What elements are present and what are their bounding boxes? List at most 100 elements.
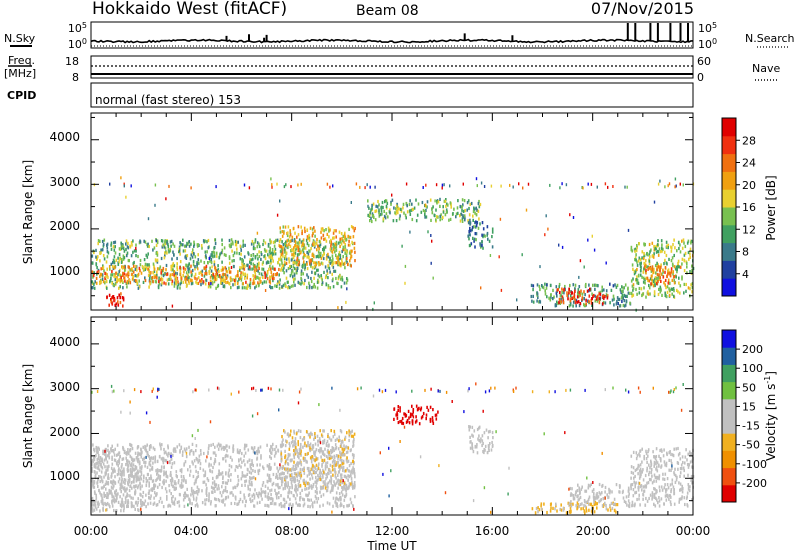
heatmap-cell [334,482,336,486]
heatmap-cell [304,458,306,462]
heatmap-cell [667,272,669,276]
heatmap-cell [250,499,252,504]
heatmap-cell [187,279,190,283]
heatmap-cell [425,215,428,219]
heatmap-cell [102,242,105,246]
heatmap-cell [254,256,257,260]
heatmap-cell [100,251,102,255]
heatmap-cell [252,247,255,251]
heatmap-cell [159,278,162,282]
heatmap-cell [339,450,341,454]
heatmap-cell [224,278,226,282]
heatmap-cell [94,505,97,509]
heatmap-cell [225,471,227,475]
heatmap-cell [123,473,125,477]
heatmap-cell [661,243,663,247]
heatmap-cell [342,255,344,259]
heatmap-cell [317,244,319,248]
heatmap-cell [689,247,692,251]
heatmap-cell [644,281,646,285]
heatmap-cell [582,506,584,511]
heatmap-cell [525,208,528,212]
heatmap-cell [110,449,113,453]
heatmap-cell [215,286,217,290]
heatmap-cell [190,274,193,278]
heatmap-cell [491,440,493,445]
heatmap-cell [335,245,338,249]
heatmap-cell [256,449,259,453]
heatmap-cell [118,270,120,274]
heatmap-cell [240,465,242,469]
heatmap-cell [252,469,254,473]
heatmap-cell [292,444,294,448]
heatmap-cell [584,511,586,515]
heatmap-cell [311,486,313,490]
heatmap-cell [283,271,285,275]
heatmap-cell [254,469,256,473]
heatmap-cell [257,264,260,268]
heatmap-cell [245,474,247,478]
heatmap-cell [335,253,337,257]
heatmap-cell [299,435,302,440]
heatmap-cell [140,470,143,474]
heatmap-cell [298,247,301,251]
heatmap-cell [122,487,125,491]
heatmap-cell [591,292,593,296]
heatmap-cell [300,442,302,447]
heatmap-cell [170,483,173,487]
heatmap-cell [408,202,411,207]
heatmap-cell [585,302,587,306]
heatmap-cell [180,470,183,474]
heatmap-cell [225,280,227,285]
heatmap-cell [656,282,658,286]
heatmap-cell [324,483,326,487]
heatmap-cell [186,494,188,498]
heatmap-cell [345,281,348,285]
heatmap-cell [240,457,242,461]
heatmap-cell [102,486,104,490]
heatmap-cell [181,453,184,457]
heatmap-cell [621,285,623,289]
heatmap-cell [258,277,260,281]
heatmap-cell [210,282,212,285]
heatmap-cell [262,481,265,485]
heatmap-cell [601,285,603,289]
heatmap-cell [122,254,125,258]
heatmap-cell [418,406,420,410]
heatmap-cell [110,243,112,247]
heatmap-cell [240,278,243,282]
heatmap-cell [176,445,178,449]
heatmap-cell [193,240,195,244]
velocity-data [91,382,695,515]
heatmap-cell [323,438,326,442]
heatmap-cell [170,239,173,243]
heatmap-cell [338,492,341,496]
heatmap-cell [291,484,293,488]
heatmap-cell [95,445,98,450]
heatmap-cell [242,266,244,270]
heatmap-cell [162,266,165,271]
heatmap-cell [184,249,187,253]
heatmap-cell [468,206,470,211]
heatmap-cell [163,451,166,455]
heatmap-cell [313,452,315,456]
heatmap-cell [202,468,205,472]
heatmap-cell [179,282,182,286]
heatmap-cell [268,496,270,500]
heatmap-cell [256,275,258,279]
heatmap-cell [190,489,193,493]
heatmap-cell [176,256,178,261]
heatmap-cell [287,266,290,271]
heatmap-cell [290,271,293,275]
heatmap-cell [596,295,598,299]
heatmap-cell [348,239,350,243]
heatmap-cell [350,201,352,204]
heatmap-cell [159,265,162,269]
heatmap-cell [284,444,287,448]
heatmap-cell [316,238,318,242]
noise-spikes [225,23,689,41]
heatmap-cell [411,413,414,417]
heatmap-cell [99,479,101,484]
heatmap-cell [332,277,334,281]
heatmap-cell [220,268,223,272]
